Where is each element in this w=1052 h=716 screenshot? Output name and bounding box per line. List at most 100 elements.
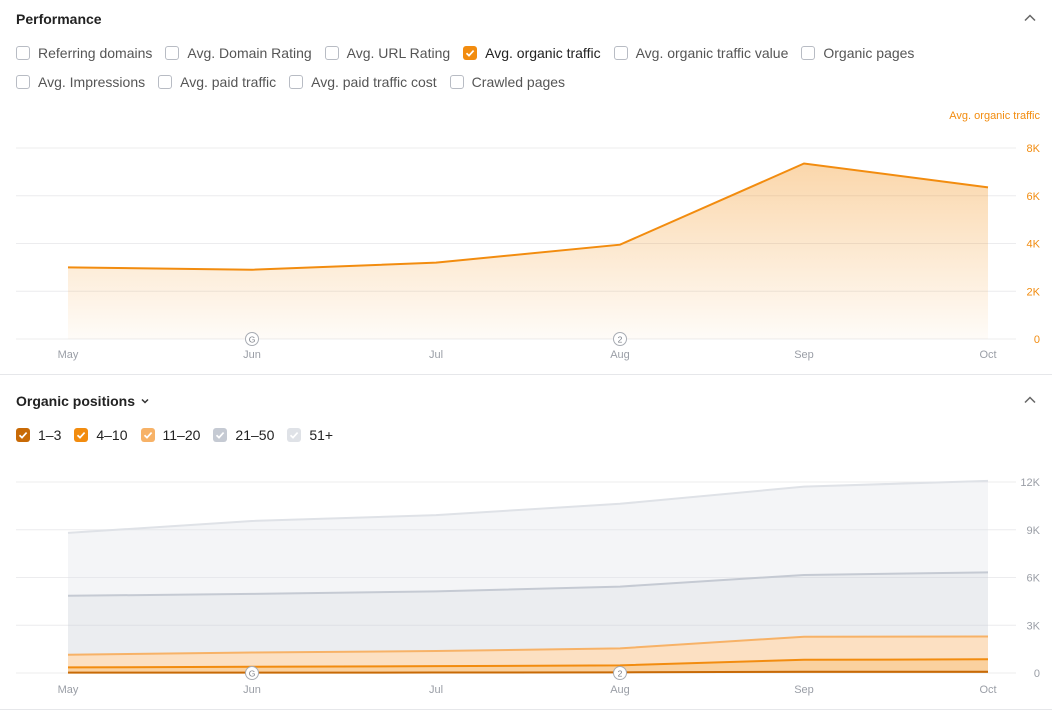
checkbox-avg-paid-traffic-cost[interactable]: Avg. paid traffic cost [289, 74, 437, 90]
checkbox-avg-impressions[interactable]: Avg. Impressions [16, 74, 145, 90]
series-line-1-3 [68, 670, 988, 674]
checkbox-4-10[interactable]: 4–10 [74, 427, 128, 443]
chevron-up-icon [1024, 396, 1036, 404]
series-area-51 [68, 480, 988, 596]
checkbox-label: 51+ [309, 427, 334, 443]
series-line-21-50 [67, 571, 989, 597]
x-tick-label: Jun [243, 349, 261, 361]
x-tick-label: Jul [429, 684, 443, 696]
checkbox-label: Organic pages [823, 45, 915, 61]
annotation-label: 2 [618, 334, 623, 344]
x-tick-label: Jul [429, 349, 443, 361]
checkbox-label: 21–50 [235, 427, 275, 443]
checkbox-empty-icon [801, 46, 816, 60]
organic-positions-title: Organic positions [16, 393, 136, 409]
checkbox-51[interactable]: 51+ [287, 427, 333, 443]
chevron-down-icon [141, 398, 149, 404]
checkbox-empty-icon [16, 46, 30, 60]
x-tick-label: Sep [794, 349, 814, 361]
checkbox-21-50[interactable]: 21–50 [213, 427, 274, 443]
organic-positions-dropdown[interactable]: Organic positions [16, 393, 150, 409]
checkbox-label: Avg. paid traffic cost [311, 74, 437, 90]
checkbox-label: Avg. paid traffic [180, 74, 277, 90]
x-tick-label: Oct [979, 684, 996, 696]
series-line-51 [67, 479, 989, 534]
checkbox-label: Avg. Impressions [38, 74, 146, 90]
series-line-11-20 [67, 635, 989, 656]
y-tick-label: 4K [1027, 239, 1041, 251]
checkbox-checked-icon [74, 428, 89, 442]
checkbox-avg-paid-traffic[interactable]: Avg. paid traffic [158, 74, 276, 90]
checkbox-empty-icon [289, 75, 304, 89]
y-tick-label: 0 [1034, 334, 1040, 346]
series-area-21-50 [68, 572, 988, 655]
performance-title: Performance [16, 11, 102, 27]
checkbox-label: Avg. URL Rating [346, 45, 451, 61]
checkbox-empty-icon [613, 46, 628, 60]
checkbox-avg-domain-rating[interactable]: Avg. Domain Rating [165, 45, 312, 61]
bottom-divider [0, 709, 1052, 710]
checkbox-label: 11–20 [162, 427, 201, 443]
checkbox-1-3[interactable]: 1–3 [16, 427, 61, 443]
performance-metrics-row-1: Referring domains Avg. Domain Rating Avg. … [16, 45, 927, 61]
checkbox-11-20[interactable]: 11–20 [140, 427, 201, 443]
series-line-4-10 [67, 658, 989, 669]
checkbox-label: Referring domains [38, 45, 153, 61]
checkbox-organic-pages[interactable]: Organic pages [801, 45, 914, 61]
x-tick-label: Sep [794, 684, 814, 696]
checkbox-checked-icon [213, 428, 228, 442]
annotation-label: 2 [618, 668, 623, 678]
checkbox-referring-domains[interactable]: Referring domains [16, 45, 152, 61]
annotation-marker[interactable]: G [245, 666, 259, 680]
y-tick-label: 12K [1020, 477, 1040, 489]
section-divider [0, 374, 1052, 375]
performance-metrics-row-2: Avg. Impressions Avg. paid traffic Avg. pa… [16, 74, 578, 90]
x-tick-label: Oct [979, 349, 996, 361]
checkbox-avg-organic-traffic-value[interactable]: Avg. organic traffic value [613, 45, 789, 61]
checkbox-empty-icon [324, 46, 339, 60]
annotation-marker[interactable]: 2 [613, 666, 627, 680]
checkbox-label: 1–3 [38, 427, 62, 443]
chevron-up-icon [1024, 14, 1036, 22]
positions-legend: 1–3 4–10 11–20 21–50 51+ [16, 427, 346, 443]
checkbox-checked-icon [463, 46, 478, 60]
checkbox-label: Avg. Domain Rating [187, 45, 312, 61]
y-tick-label: 9K [1027, 525, 1041, 537]
y-tick-label: 6K [1027, 191, 1041, 203]
annotation-marker[interactable]: 2 [613, 332, 627, 346]
x-tick-label: May [58, 684, 79, 696]
checkbox-avg-organic-traffic[interactable]: Avg. organic traffic [463, 45, 601, 61]
checkbox-label: 4–10 [96, 427, 128, 443]
checkbox-empty-icon [449, 75, 464, 89]
annotation-label: G [249, 334, 256, 344]
series-area-11-20 [68, 636, 988, 668]
checkbox-checked-icon [16, 428, 30, 442]
checkbox-crawled-pages[interactable]: Crawled pages [449, 74, 566, 90]
x-tick-label: May [58, 349, 79, 361]
x-tick-label: Aug [610, 349, 630, 361]
annotation-label: G [249, 668, 256, 678]
series-area-avg-organic-traffic [68, 163, 988, 339]
y-tick-label: 2K [1027, 286, 1041, 298]
collapse-positions-button[interactable] [1022, 392, 1038, 408]
checkbox-checked-icon [287, 428, 302, 442]
collapse-performance-button[interactable] [1022, 10, 1038, 26]
x-tick-label: Aug [610, 684, 630, 696]
x-tick-label: Jun [243, 684, 261, 696]
checkbox-label: Crawled pages [471, 74, 566, 90]
checkbox-empty-icon [158, 75, 173, 89]
y-tick-label: 3K [1027, 620, 1041, 632]
checkbox-label: Avg. organic traffic value [635, 45, 789, 61]
y-tick-label: 8K [1027, 143, 1041, 155]
positions-chart: 0 3K 6K 9K 12K May Jun Jul Aug Sep Oct G 2 [16, 477, 1041, 696]
y-tick-label: 6K [1027, 573, 1041, 585]
checkbox-empty-icon [16, 75, 30, 89]
y-tick-label: 0 [1034, 668, 1040, 680]
y-axis-title: Avg. organic traffic [949, 110, 1040, 122]
annotation-marker[interactable]: G [245, 332, 259, 346]
performance-chart: 0 2K 4K 6K 8K Avg. organic traffic May Jun Jul Au… [16, 110, 1041, 361]
series-line-avg-organic-traffic [67, 162, 989, 271]
checkbox-empty-icon [165, 46, 180, 60]
checkbox-label: Avg. organic traffic [485, 45, 601, 61]
checkbox-avg-url-rating[interactable]: Avg. URL Rating [324, 45, 451, 61]
